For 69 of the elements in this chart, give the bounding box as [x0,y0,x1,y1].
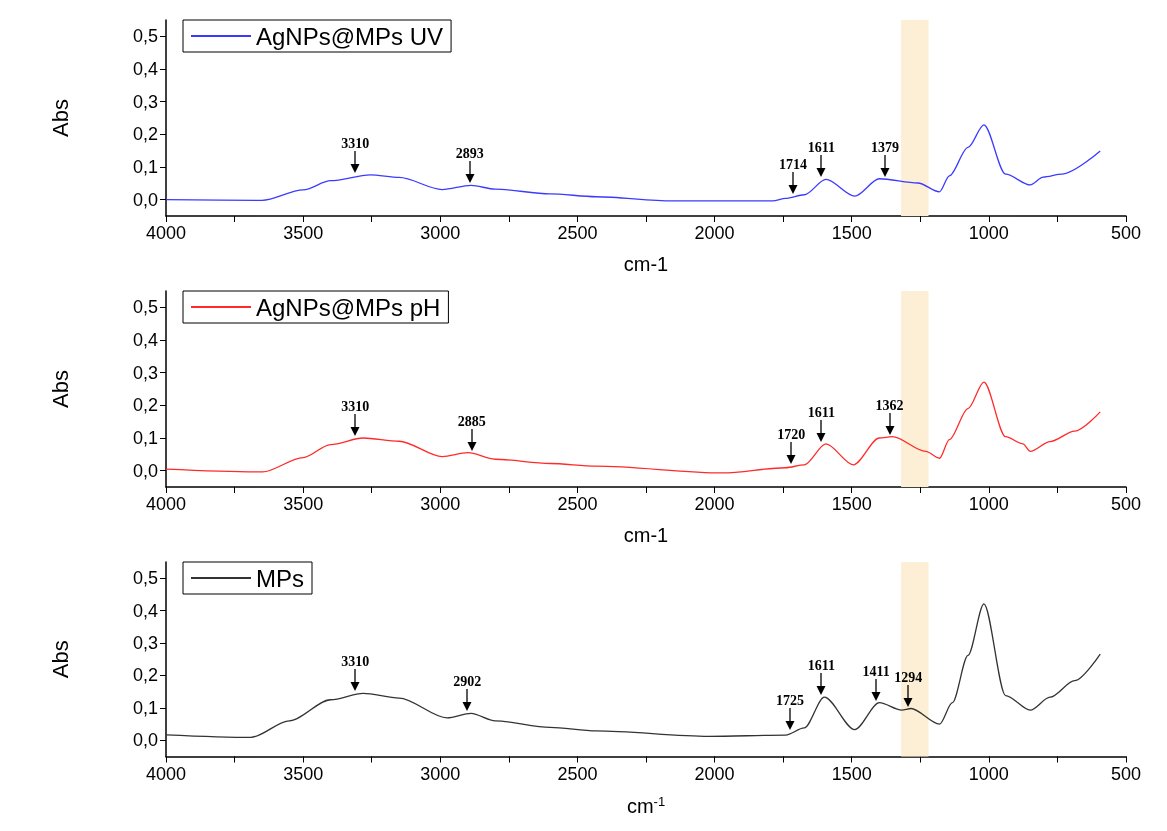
annotation: 1294 [894,669,923,685]
x-tick-label: 3000 [420,223,461,243]
x-axis-title: cm-1 [623,253,669,275]
x-tick-label: 1500 [831,494,872,514]
x-tick-label: 3000 [420,494,461,514]
y-axis-title: Abs [47,99,73,137]
x-axis-title: cm-1 [623,524,669,546]
annotation: 1379 [870,139,899,155]
annotation: 2893 [455,146,484,162]
y-tick-label: 0,4 [132,600,158,621]
y-tick-label: 0,0 [132,189,158,210]
line-series [165,381,1101,474]
x-tick-label: 500 [1110,223,1142,243]
y-tick-label: 0,0 [132,730,158,751]
legend-label: AgNPs@MPs UV [256,22,444,50]
x-tick-label: 1500 [831,763,872,784]
y-tick-label: 0,1 [132,697,158,718]
x-tick-label: 2000 [694,223,735,243]
x-tick-label: 500 [1110,763,1142,784]
x-tick-label: 4000 [145,494,187,514]
x-tick-label: 500 [1110,494,1142,514]
annotation: 1720 [777,426,806,442]
y-axis-title: Abs [47,370,73,408]
x-tick-label: 2000 [694,494,735,514]
annotation: 3310 [341,135,370,151]
x-tick-label: 4000 [145,223,187,243]
y-tick-label: 0,5 [132,568,158,589]
annotation: 2902 [453,674,482,690]
annotation: 1714 [779,156,808,172]
y-tick-label: 0,5 [132,26,158,47]
x-tick-label: 2500 [557,763,598,784]
y-tick-label: 0,1 [132,428,158,448]
x-tick-label: 4000 [145,763,187,784]
legend-label: AgNPs@MPs pH [256,293,441,321]
line-series [165,603,1101,739]
annotation: 2885 [457,413,486,429]
x-tick-label: 1000 [968,763,1009,784]
y-tick-label: 0,3 [132,362,158,383]
annotation: 1362 [875,397,904,413]
legend-label: MPs [256,564,304,592]
x-tick-label: 1000 [968,494,1009,514]
y-tick-label: 0,2 [132,395,158,416]
annotation: 3310 [341,399,370,414]
y-tick-label: 0,4 [132,59,158,79]
x-tick-label: 1500 [831,223,872,243]
y-tick-label: 0,3 [132,633,158,654]
x-tick-label: 2500 [557,494,598,514]
x-tick-label: 2500 [557,223,598,243]
line-series [165,124,1101,202]
y-tick-label: 0,2 [132,124,158,145]
annotation: 1611 [807,140,835,156]
y-tick-label: 0,5 [132,297,158,318]
annotation: 3310 [341,654,370,670]
y-tick-label: 0,4 [132,330,158,350]
x-tick-label: 3000 [420,763,461,784]
annotation: 1725 [776,693,804,709]
x-tick-label: 3500 [283,223,324,243]
y-axis-title: Abs [47,640,73,679]
y-tick-label: 0,2 [132,665,158,686]
y-tick-label: 0,1 [132,157,158,177]
x-tick-label: 2000 [694,763,735,784]
y-tick-label: 0,0 [132,460,158,481]
annotation: 1611 [807,404,835,420]
annotation: 1611 [807,658,835,674]
x-tick-label: 3500 [283,494,324,514]
y-tick-label: 0,3 [132,91,158,112]
x-tick-label: 1000 [968,223,1009,243]
x-tick-label: 3500 [283,763,324,784]
annotation: 1411 [862,663,890,679]
